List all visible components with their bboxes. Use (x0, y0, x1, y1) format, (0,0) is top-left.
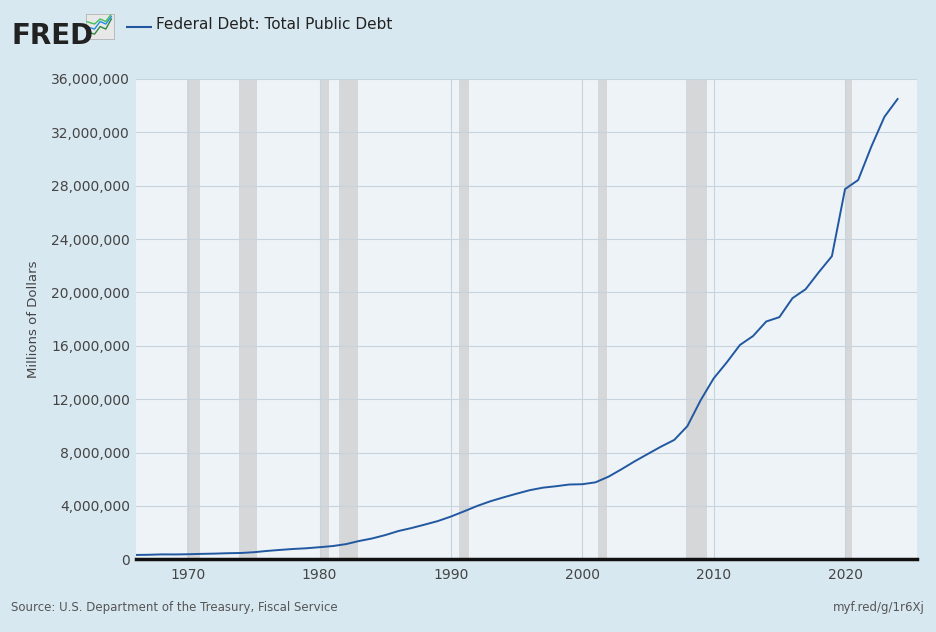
Text: FRED: FRED (11, 22, 94, 50)
Text: Source: U.S. Department of the Treasury, Fiscal Service: Source: U.S. Department of the Treasury,… (11, 601, 338, 614)
Bar (459, 79, 469, 559)
Bar (340, 79, 358, 559)
Bar (845, 79, 852, 559)
Text: myf.red/g/1r6Xj: myf.red/g/1r6Xj (833, 601, 925, 614)
Text: Federal Debt: Total Public Debt: Federal Debt: Total Public Debt (156, 17, 393, 32)
Bar (319, 79, 329, 559)
Bar (598, 79, 607, 559)
Bar (240, 79, 256, 559)
Bar (187, 79, 200, 559)
Bar (686, 79, 707, 559)
Y-axis label: Millions of Dollars: Millions of Dollars (27, 260, 40, 378)
